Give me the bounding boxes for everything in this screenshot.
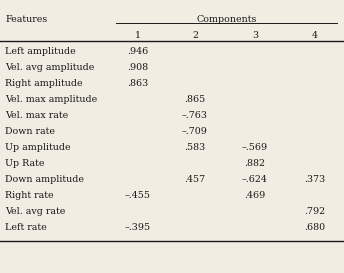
Text: Vel. avg rate: Vel. avg rate (5, 207, 65, 216)
Text: 4: 4 (312, 31, 318, 40)
Text: Right rate: Right rate (5, 191, 54, 200)
Text: –.624: –.624 (242, 175, 268, 184)
Text: .469: .469 (244, 191, 266, 200)
Text: Up amplitude: Up amplitude (5, 143, 71, 152)
Text: 1: 1 (135, 31, 141, 40)
Text: 3: 3 (252, 31, 258, 40)
Text: –.763: –.763 (182, 111, 208, 120)
Text: .882: .882 (245, 159, 266, 168)
Text: –.709: –.709 (182, 127, 208, 136)
Text: .373: .373 (304, 175, 326, 184)
Text: .908: .908 (127, 63, 149, 72)
Text: Components: Components (196, 15, 257, 24)
Text: Left amplitude: Left amplitude (5, 47, 76, 56)
Text: –.569: –.569 (242, 143, 268, 152)
Text: Vel. max rate: Vel. max rate (5, 111, 68, 120)
Text: Up Rate: Up Rate (5, 159, 44, 168)
Text: Vel. avg amplitude: Vel. avg amplitude (5, 63, 94, 72)
Text: –.395: –.395 (125, 223, 151, 232)
Text: .457: .457 (184, 175, 206, 184)
Text: .792: .792 (304, 207, 325, 216)
Text: –.455: –.455 (125, 191, 151, 200)
Text: .865: .865 (184, 95, 206, 104)
Text: Down rate: Down rate (5, 127, 55, 136)
Text: .946: .946 (127, 47, 149, 56)
Text: Vel. max amplitude: Vel. max amplitude (5, 95, 97, 104)
Text: Features: Features (5, 15, 47, 24)
Text: Left rate: Left rate (5, 223, 47, 232)
Text: .583: .583 (184, 143, 206, 152)
Text: 2: 2 (192, 31, 198, 40)
Text: .863: .863 (127, 79, 149, 88)
Text: Down amplitude: Down amplitude (5, 175, 84, 184)
Text: Right amplitude: Right amplitude (5, 79, 83, 88)
Text: .680: .680 (304, 223, 325, 232)
